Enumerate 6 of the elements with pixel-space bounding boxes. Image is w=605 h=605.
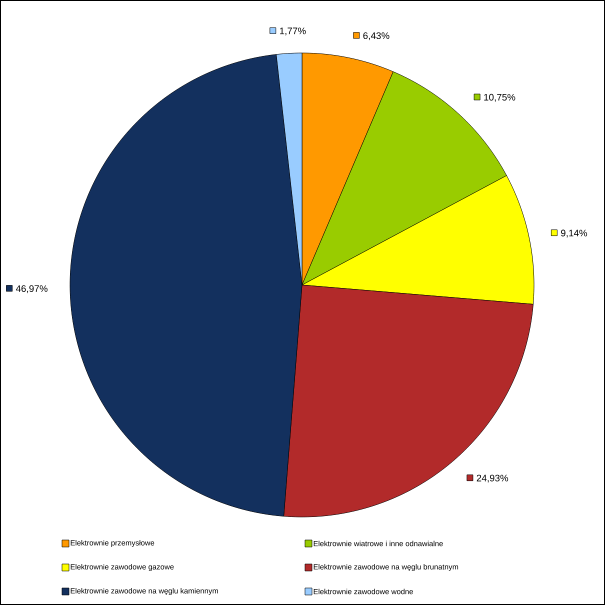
data-label: 10,75%	[484, 94, 516, 102]
data-label: 6,43%	[363, 32, 390, 40]
data-label: 46,97%	[16, 285, 48, 294]
data-label: 9,14%	[561, 230, 588, 238]
data-label: 1,77%	[280, 28, 306, 36]
data-label: 24,93%	[476, 474, 508, 483]
